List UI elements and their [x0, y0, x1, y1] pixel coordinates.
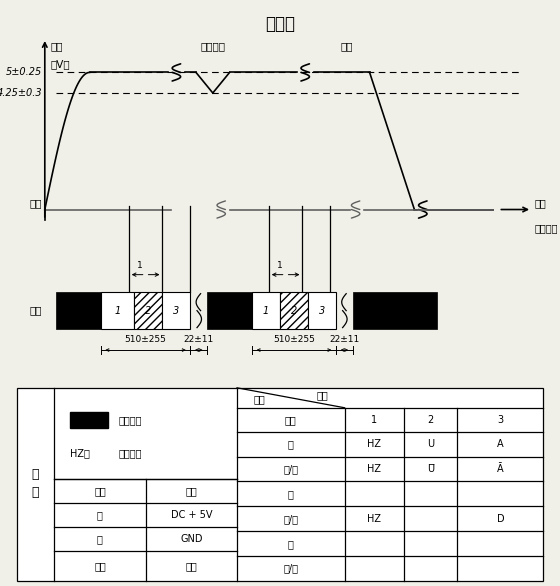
Text: 时序图: 时序图 [265, 15, 295, 33]
Text: 22±11: 22±11 [329, 335, 360, 344]
Text: 1: 1 [137, 261, 143, 270]
Text: 接
口: 接 口 [32, 468, 39, 499]
Bar [207, 292, 252, 329]
Text: 1: 1 [371, 415, 377, 425]
Text: 无效区域: 无效区域 [119, 415, 142, 425]
Text: 1: 1 [114, 306, 121, 316]
Text: 紫/黑: 紫/黑 [283, 564, 298, 574]
Text: 510±255: 510±255 [125, 335, 166, 344]
Text: 屏蔽: 屏蔽 [94, 561, 106, 571]
Text: 22±11: 22±11 [184, 335, 214, 344]
Text: 5±0.25: 5±0.25 [6, 67, 42, 77]
Bar [134, 292, 162, 329]
Text: 断电: 断电 [341, 42, 353, 52]
Text: 4.25±0.3: 4.25±0.3 [0, 88, 42, 98]
Text: 3: 3 [173, 306, 180, 316]
Bar [308, 292, 336, 329]
Text: 3: 3 [319, 306, 325, 316]
Text: 模式: 模式 [316, 390, 328, 400]
Text: 紫: 紫 [288, 539, 293, 548]
Text: HZ：: HZ： [71, 448, 90, 459]
Text: 红: 红 [97, 510, 103, 520]
Text: A: A [497, 439, 504, 449]
Bar [101, 292, 134, 329]
Text: （毫秒）: （毫秒） [535, 223, 558, 233]
Text: 功能: 功能 [185, 486, 197, 496]
Text: HZ: HZ [367, 439, 381, 449]
Bar [280, 292, 308, 329]
Text: 2: 2 [427, 415, 433, 425]
Text: 黑: 黑 [97, 534, 103, 544]
Text: 2: 2 [291, 306, 297, 316]
Text: DC + 5V: DC + 5V [171, 510, 212, 520]
Text: 时间: 时间 [535, 198, 547, 208]
Text: 蓝/黑: 蓝/黑 [283, 464, 298, 474]
Text: 电压: 电压 [50, 42, 63, 52]
Text: HZ: HZ [367, 464, 381, 474]
Text: D: D [497, 514, 504, 524]
Text: 蓝: 蓝 [288, 439, 293, 449]
Text: 3: 3 [497, 415, 503, 425]
Text: U: U [427, 439, 434, 449]
Bar [162, 292, 190, 329]
Text: 1: 1 [263, 306, 269, 316]
Text: 颜色: 颜色 [285, 415, 297, 425]
Text: 高阻输出: 高阻输出 [119, 448, 142, 459]
Text: 绿/黑: 绿/黑 [283, 514, 298, 524]
Bar [71, 412, 108, 428]
Text: Ā: Ā [497, 464, 504, 474]
Text: 功能: 功能 [253, 394, 265, 404]
Text: 屏蔽: 屏蔽 [185, 561, 197, 571]
Text: 颜色: 颜色 [94, 486, 106, 496]
Text: 上电: 上电 [30, 198, 42, 208]
Text: 510±255: 510±255 [273, 335, 315, 344]
Bar [353, 292, 437, 329]
Text: 绿: 绿 [288, 489, 293, 499]
Bar [252, 292, 280, 329]
Text: U̅: U̅ [427, 464, 434, 474]
Text: 1: 1 [277, 261, 283, 270]
Text: HZ: HZ [367, 514, 381, 524]
Text: GND: GND [180, 534, 203, 544]
Text: （V）: （V） [50, 59, 70, 69]
Text: 模式: 模式 [30, 306, 42, 316]
Bar [56, 292, 101, 329]
Text: 2: 2 [145, 306, 152, 316]
Text: 瞬间断电: 瞬间断电 [200, 42, 225, 52]
